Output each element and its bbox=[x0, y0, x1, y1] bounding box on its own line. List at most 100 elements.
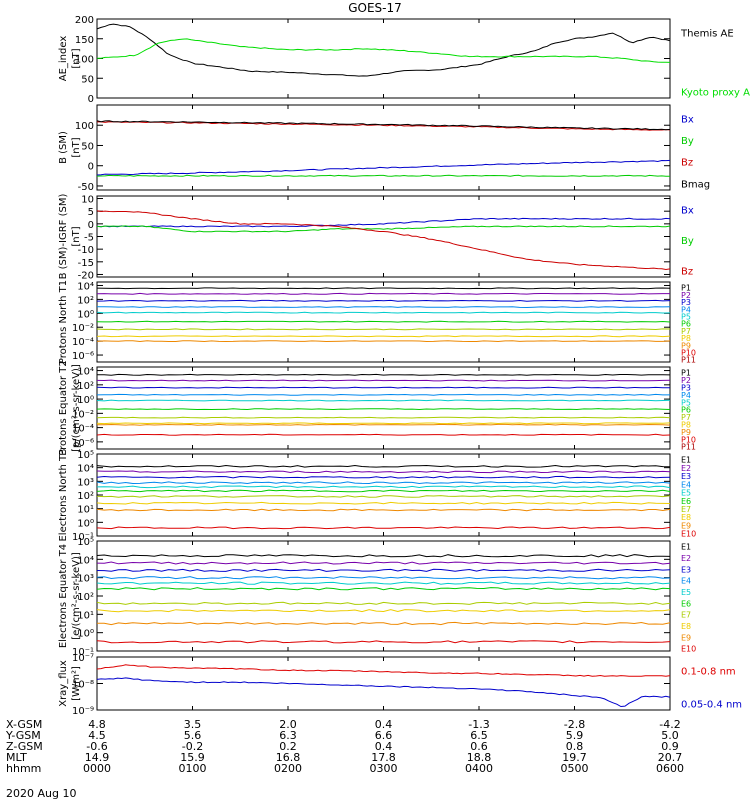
series-line-p8 bbox=[96, 335, 671, 338]
y-tick-label: 10³ bbox=[77, 574, 94, 585]
y-tick-label: 10² bbox=[77, 491, 94, 502]
y-tick-label: 10⁻⁷ bbox=[72, 653, 94, 664]
y-tick-label: 10⁰ bbox=[77, 309, 94, 320]
y-tick-label: 0 bbox=[88, 94, 94, 105]
series-line-0-1-0-8-nm bbox=[96, 664, 671, 677]
y-axis-label: Electrons Equator T4 bbox=[58, 544, 69, 648]
orbit-value: 0.8 bbox=[566, 740, 584, 753]
legend-themis-ae: Themis AE bbox=[680, 28, 734, 39]
legend-p5: P5 bbox=[681, 398, 691, 407]
series-line-e6 bbox=[96, 489, 671, 493]
legend-bz: Bz bbox=[681, 266, 693, 277]
legend-e10: E10 bbox=[681, 530, 696, 539]
series-line-bz bbox=[96, 210, 671, 271]
legend-p5: P5 bbox=[681, 312, 691, 321]
series-line-p3 bbox=[96, 386, 670, 389]
series-line-e7 bbox=[96, 601, 671, 605]
series-line-p10 bbox=[96, 433, 671, 436]
legend-bx: Bx bbox=[681, 205, 694, 216]
orbit-value: 0300 bbox=[370, 762, 398, 775]
y-axis-unit: [p/(cm²-s-sr-keV)] bbox=[71, 364, 82, 452]
series-line-e5 bbox=[96, 485, 671, 489]
series-line-e1 bbox=[96, 554, 671, 558]
y-tick-label: 10⁴ bbox=[77, 464, 94, 475]
orbit-value: 5.0 bbox=[661, 729, 679, 742]
legend-p4: P4 bbox=[681, 391, 691, 400]
orbit-value: 0.4 bbox=[375, 718, 393, 731]
orbit-value: 6.6 bbox=[375, 729, 393, 742]
legend-p1: P1 bbox=[681, 284, 691, 293]
orbit-value: 6.3 bbox=[279, 729, 297, 742]
orbit-value: 0100 bbox=[179, 762, 207, 775]
orbit-value: 0.9 bbox=[661, 740, 679, 753]
date-label: 2020 Aug 10 bbox=[6, 787, 76, 800]
y-tick-label: 10 bbox=[81, 195, 94, 206]
orbit-value: 0200 bbox=[274, 762, 302, 775]
series-line-e4 bbox=[96, 481, 671, 485]
y-tick-label: 200 bbox=[75, 15, 94, 26]
y-tick-label: 10⁻¹ bbox=[72, 532, 94, 543]
series-line-p3 bbox=[96, 299, 671, 302]
series-line-kyoto-proxy-ae bbox=[97, 38, 671, 63]
legend-p9: P9 bbox=[681, 341, 691, 350]
panel-frame bbox=[96, 104, 671, 191]
series-line-p1 bbox=[96, 287, 671, 290]
legend-e9: E9 bbox=[681, 521, 691, 530]
series-line-p8 bbox=[96, 422, 671, 425]
orbit-row-label: X-GSM bbox=[6, 718, 42, 731]
series-line-by bbox=[96, 174, 671, 177]
y-tick-label: 10⁻² bbox=[72, 323, 94, 334]
series-line-0-05-0-4-nm bbox=[96, 677, 671, 708]
legend-p8: P8 bbox=[681, 334, 691, 343]
orbit-value: 15.9 bbox=[180, 751, 205, 764]
legend-e1: E1 bbox=[681, 543, 691, 552]
orbit-table: X-GSM 4.8 3.5 2.0 0.4 -1.3 -2.8 -4.2 Y-GSM 4.5 5.6… bbox=[5, 718, 684, 775]
y-tick-label: 10⁻⁹ bbox=[72, 706, 94, 717]
panel-1: 0 50 100 150 200 AE_index [nT] Themis AE Kyoto p… bbox=[58, 15, 750, 105]
series-line-e2 bbox=[96, 470, 671, 474]
orbit-value: 16.8 bbox=[276, 751, 301, 764]
legend-e9: E9 bbox=[681, 633, 691, 642]
legend-e6: E6 bbox=[681, 599, 691, 608]
legend-p11: P11 bbox=[681, 443, 696, 452]
series-line-e9 bbox=[96, 621, 671, 626]
legend-p3: P3 bbox=[681, 298, 691, 307]
orbit-value: -2.8 bbox=[564, 718, 585, 731]
y-tick-label: 10¹ bbox=[77, 505, 94, 516]
series-line-e7 bbox=[96, 495, 671, 498]
orbit-row-label: MLT bbox=[6, 751, 27, 764]
legend-kyoto-proxy-ae: Kyoto proxy AE bbox=[681, 87, 750, 98]
orbit-row-label: Y-GSM bbox=[5, 729, 41, 742]
y-axis-label: Protons North T1 bbox=[58, 280, 69, 364]
legend-p7: P7 bbox=[681, 327, 691, 336]
y-tick-label: -50 bbox=[78, 182, 94, 193]
legend-p4: P4 bbox=[681, 305, 691, 314]
y-tick-label: 10⁻⁶ bbox=[72, 351, 94, 362]
orbit-value: 0.2 bbox=[279, 740, 297, 753]
series-line-p7 bbox=[96, 416, 671, 419]
y-tick-label: 10² bbox=[77, 592, 94, 603]
legend-e5: E5 bbox=[681, 489, 691, 498]
orbit-value: 17.8 bbox=[371, 751, 396, 764]
y-axis-unit: [W/m²] bbox=[71, 666, 82, 701]
y-axis-label: Protons Equator T2 bbox=[58, 360, 69, 456]
series-line-e6 bbox=[96, 587, 671, 591]
legend-e6: E6 bbox=[681, 497, 691, 506]
series-line-e10 bbox=[96, 640, 671, 644]
y-axis-unit: [e/(cm²-s-sr-keV)] bbox=[71, 552, 82, 640]
orbit-value: 0.6 bbox=[470, 740, 488, 753]
series-line-p6 bbox=[96, 408, 671, 411]
panel-6: 10⁻¹ 10⁰ 10¹ 10² 10³ 10⁴ 10⁵ Electrons North T3… bbox=[58, 448, 696, 543]
orbit-value: 19.7 bbox=[562, 751, 587, 764]
legend-e3: E3 bbox=[681, 472, 691, 481]
y-tick-label: 0 bbox=[88, 162, 94, 173]
series-line-p9 bbox=[96, 423, 671, 426]
plot-title: GOES-17 bbox=[348, 1, 402, 15]
orbit-value: 4.5 bbox=[88, 729, 106, 742]
y-axis-label: Electrons North T3 bbox=[58, 448, 69, 541]
panel-frame bbox=[96, 366, 671, 450]
series-line-bx bbox=[96, 159, 671, 176]
y-tick-label: 0 bbox=[88, 220, 94, 231]
y-tick-label: 5 bbox=[88, 207, 94, 218]
orbit-value: 20.7 bbox=[658, 751, 683, 764]
